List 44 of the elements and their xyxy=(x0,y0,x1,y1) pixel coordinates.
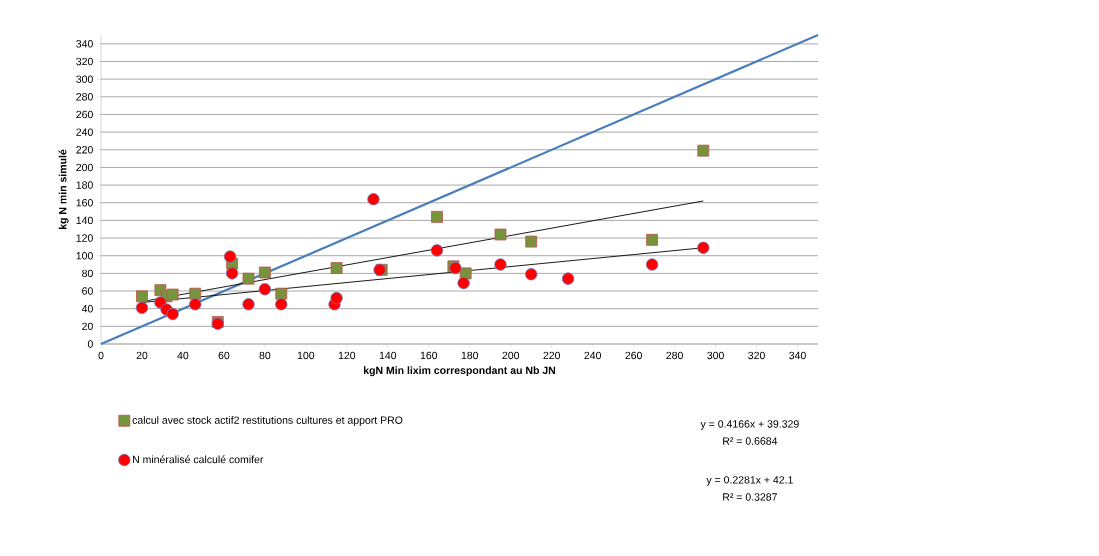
legend-label: N minéralisé calculé comifer xyxy=(132,455,264,464)
y-tick-label: 320 xyxy=(76,57,93,66)
y-tick-label: 80 xyxy=(82,269,93,278)
text: R² = 0.3287 xyxy=(723,493,777,501)
legend-label: calcul avec stock actif2 restitutions cultures et apport PRO xyxy=(132,416,403,426)
x-tick-label: 100 xyxy=(297,351,315,360)
text: R² = 0.6684 xyxy=(723,437,778,445)
x-tick-label: 140 xyxy=(379,351,397,360)
x-tick-label: 80 xyxy=(259,351,271,360)
y-tick-label: 180 xyxy=(76,181,93,189)
y-tick-label: 340 xyxy=(76,40,93,48)
x-tick-label: 180 xyxy=(461,351,479,360)
x-tick-label: 60 xyxy=(218,351,230,360)
x-tick-label: 160 xyxy=(420,351,438,360)
y-axis-title: kg N min simulé xyxy=(58,149,69,230)
y-tick-label: 100 xyxy=(76,252,93,260)
y-tick-label: 160 xyxy=(76,199,93,207)
y-tick-label: 140 xyxy=(76,216,93,225)
x-tick-label: 20 xyxy=(136,351,148,360)
x-tick-label: 300 xyxy=(707,351,724,360)
y-tick-label: 20 xyxy=(82,322,93,331)
text: y = 0.2281x + 42.1 xyxy=(706,476,793,486)
y-tick-label: 200 xyxy=(76,163,93,172)
x-tick-label: 260 xyxy=(625,351,642,360)
text: y = 0.4166x + 39.329 xyxy=(700,420,799,430)
y-tick-label: 220 xyxy=(76,146,93,154)
x-axis-title: kgN Min lixim correspondant au Nb JN xyxy=(363,366,556,377)
y-tick-label: 300 xyxy=(76,75,93,83)
y-tick-label: 260 xyxy=(76,110,93,119)
y-tick-label: 40 xyxy=(81,304,93,313)
y-tick-label: 120 xyxy=(76,234,93,242)
x-tick-label: 0 xyxy=(98,351,104,360)
x-tick-label: 200 xyxy=(502,351,520,360)
x-tick-label: 240 xyxy=(584,351,601,360)
y-tick-label: 0 xyxy=(87,340,93,348)
x-tick-label: 340 xyxy=(789,351,806,360)
y-tick-label: 280 xyxy=(76,93,93,101)
x-tick-label: 120 xyxy=(338,351,356,360)
x-tick-label: 40 xyxy=(177,351,189,360)
x-tick-label: 320 xyxy=(748,351,765,360)
y-tick-label: 60 xyxy=(82,287,93,295)
x-tick-label: 220 xyxy=(543,351,561,360)
y-tick-label: 240 xyxy=(76,128,93,136)
x-tick-label: 280 xyxy=(666,351,683,360)
